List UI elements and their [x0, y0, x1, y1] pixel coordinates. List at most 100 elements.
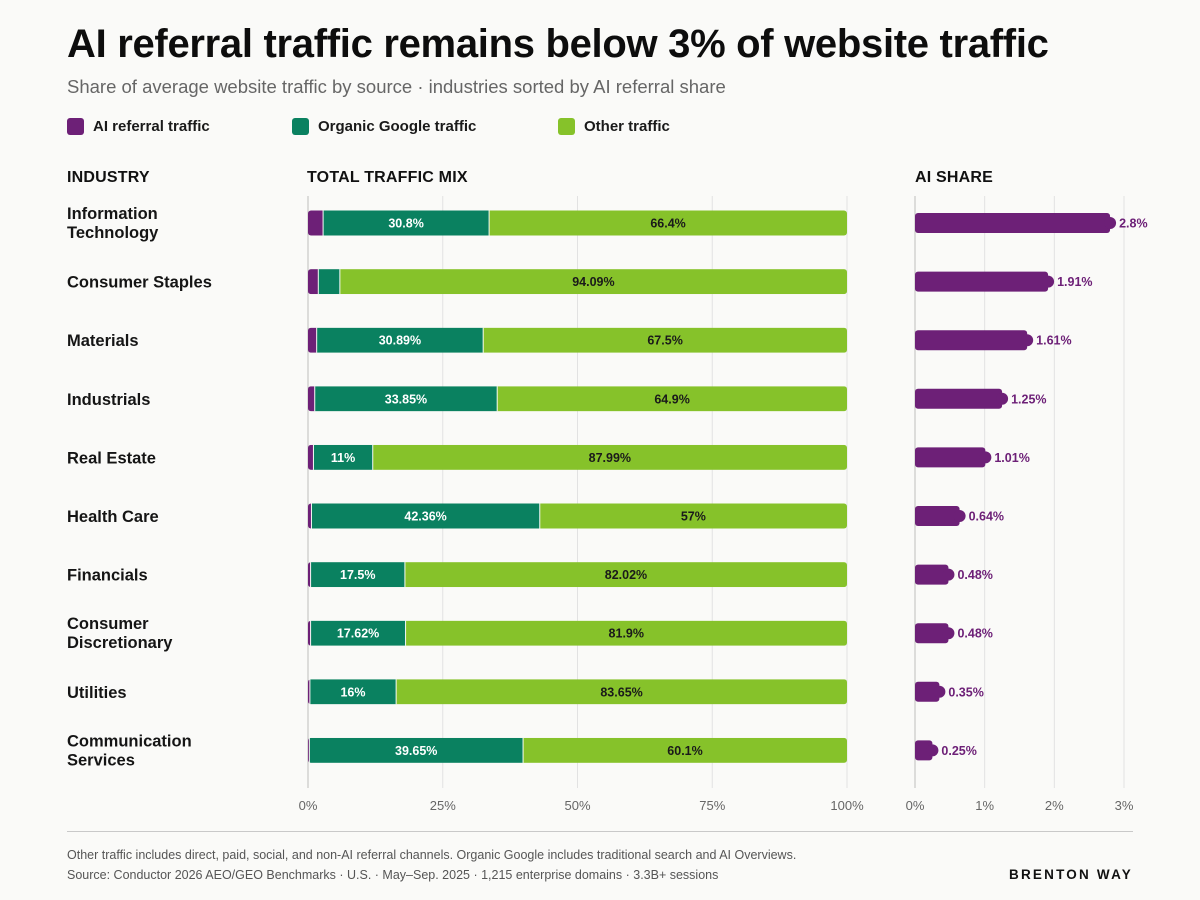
legend-item-organic: Organic Google traffic	[292, 118, 476, 135]
bar-other-traffic-consumer-discretionary	[405, 620, 847, 646]
segment-label: 16%	[340, 685, 365, 699]
ai-share-bar-financials	[915, 564, 949, 585]
segment-label: 39.65%	[395, 744, 437, 758]
segment-label: 66.4%	[650, 217, 685, 231]
legend-label-ai: AI referral traffic	[93, 118, 210, 135]
ai-tick-label: 1%	[975, 798, 994, 813]
ai-share-label: 0.64%	[969, 510, 1004, 524]
ai-share-bar-information-technology	[915, 213, 1111, 233]
segment-label: 17.62%	[337, 627, 379, 641]
industry-label-line: Technology	[67, 224, 159, 242]
ai-share-label: 0.48%	[957, 627, 992, 641]
ai-share-bar-materials	[915, 330, 1028, 351]
industry-label-line: Consumer	[67, 615, 149, 633]
ai-share-dot	[926, 744, 939, 757]
ai-share-label: 0.48%	[957, 568, 992, 582]
ai-share-bar-communication-services	[915, 740, 933, 761]
bar-ai-referral-traffic-utilities	[308, 679, 310, 705]
bar-other-traffic-health-care	[539, 503, 847, 529]
mix-tick-label: 75%	[699, 798, 725, 813]
bar-other-traffic-utilities	[396, 679, 847, 705]
segment-label: 82.02%	[605, 568, 647, 582]
ai-share-label: 2.8%	[1119, 217, 1148, 231]
ai-share-dot	[996, 392, 1009, 405]
ai-share-label: 1.25%	[1011, 392, 1046, 406]
footer-divider	[67, 831, 1133, 832]
bar-ai-referral-traffic-consumer-staples	[308, 269, 319, 295]
segment-label: 83.65%	[600, 685, 642, 699]
mix-tick-label: 25%	[430, 798, 456, 813]
ai-share-dot	[942, 568, 955, 581]
chart-subtitle: Share of average website traffic by sour…	[67, 76, 726, 97]
ai-share-label: 0.35%	[948, 685, 983, 699]
bar-organic-google-traffic-utilities	[309, 679, 397, 705]
column-header-ai-share: AI SHARE	[915, 169, 994, 186]
industry-label-line: Communication	[67, 732, 192, 750]
column-header-industry: INDUSTRY	[67, 169, 150, 186]
legend-item-ai: AI referral traffic	[67, 118, 210, 135]
source-note: Source: Conductor 2026 AEO/GEO Benchmark…	[67, 868, 719, 882]
ai-share-dot	[1042, 275, 1055, 288]
segment-label: 30.8%	[388, 217, 423, 231]
ai-share-bar-health-care	[915, 506, 960, 526]
column-header-mix: TOTAL TRAFFIC MIX	[307, 169, 468, 186]
ai-tick-label: 3%	[1115, 798, 1134, 813]
bar-organic-google-traffic-consumer-staples	[318, 269, 340, 295]
segment-label: 42.36%	[404, 510, 446, 524]
bar-ai-referral-traffic-financials	[308, 562, 311, 588]
ai-share-label: 1.01%	[994, 451, 1029, 465]
bar-organic-google-traffic-consumer-discretionary	[310, 620, 406, 646]
ai-share-label: 1.91%	[1057, 275, 1092, 289]
footnote: Other traffic includes direct, paid, soc…	[67, 848, 797, 862]
ai-tick-label: 0%	[906, 798, 925, 813]
chart-title: AI referral traffic remains below 3% of …	[67, 22, 1049, 66]
bar-other-traffic-consumer-staples	[339, 269, 847, 295]
bar-other-traffic-communication-services	[523, 737, 847, 763]
bar-organic-google-traffic-materials	[316, 327, 484, 353]
legend-swatch-other	[558, 118, 575, 135]
ai-share-dot	[979, 451, 992, 464]
bar-other-traffic-financials	[404, 562, 847, 588]
bar-other-traffic-materials	[483, 327, 847, 353]
bar-organic-google-traffic-communication-services	[309, 737, 524, 763]
bar-other-traffic-information-technology	[489, 210, 847, 236]
mix-tick-label: 100%	[830, 798, 864, 813]
bar-ai-referral-traffic-consumer-discretionary	[308, 620, 311, 646]
segment-label: 57%	[681, 510, 706, 524]
industry-label: Materials	[67, 332, 139, 350]
ai-share-dot	[942, 627, 955, 640]
bar-other-traffic-real-estate	[372, 444, 847, 470]
legend-item-other: Other traffic	[558, 118, 670, 135]
ai-share-dot	[1021, 334, 1034, 347]
brand-logo-text: BRENTON WAY	[1009, 867, 1133, 882]
segment-label: 11%	[331, 451, 355, 465]
bar-ai-referral-traffic-health-care	[308, 503, 312, 529]
industry-label: Health Care	[67, 508, 159, 526]
legend-label-other: Other traffic	[584, 118, 670, 135]
legend: AI referral traffic Organic Google traff…	[67, 118, 867, 140]
segment-label: 81.9%	[609, 627, 644, 641]
bar-ai-referral-traffic-communication-services	[308, 737, 310, 763]
bar-ai-referral-traffic-industrials	[308, 386, 315, 412]
industry-label: Consumer Discretionary	[67, 615, 173, 652]
industry-label: Financials	[67, 567, 148, 585]
segment-label: 60.1%	[667, 744, 702, 758]
ai-tick-label: 2%	[1045, 798, 1064, 813]
industry-label: Real Estate	[67, 449, 156, 467]
industry-label: Consumer Staples	[67, 274, 212, 292]
ai-share-label: 1.61%	[1036, 334, 1071, 348]
industry-label-line: Services	[67, 751, 135, 769]
bar-organic-google-traffic-information-technology	[323, 210, 490, 236]
bar-organic-google-traffic-real-estate	[313, 444, 373, 470]
segment-label: 67.5%	[647, 334, 682, 348]
industry-label: Utilities	[67, 684, 127, 702]
legend-swatch-ai	[67, 118, 84, 135]
industry-label: Communication Services	[67, 732, 192, 769]
industry-label-line: Information	[67, 205, 158, 223]
segment-label: 87.99%	[589, 451, 631, 465]
bar-ai-referral-traffic-materials	[308, 327, 317, 353]
mix-tick-label: 0%	[299, 798, 318, 813]
bar-organic-google-traffic-financials	[310, 562, 405, 588]
segment-label: 94.09%	[572, 275, 614, 289]
